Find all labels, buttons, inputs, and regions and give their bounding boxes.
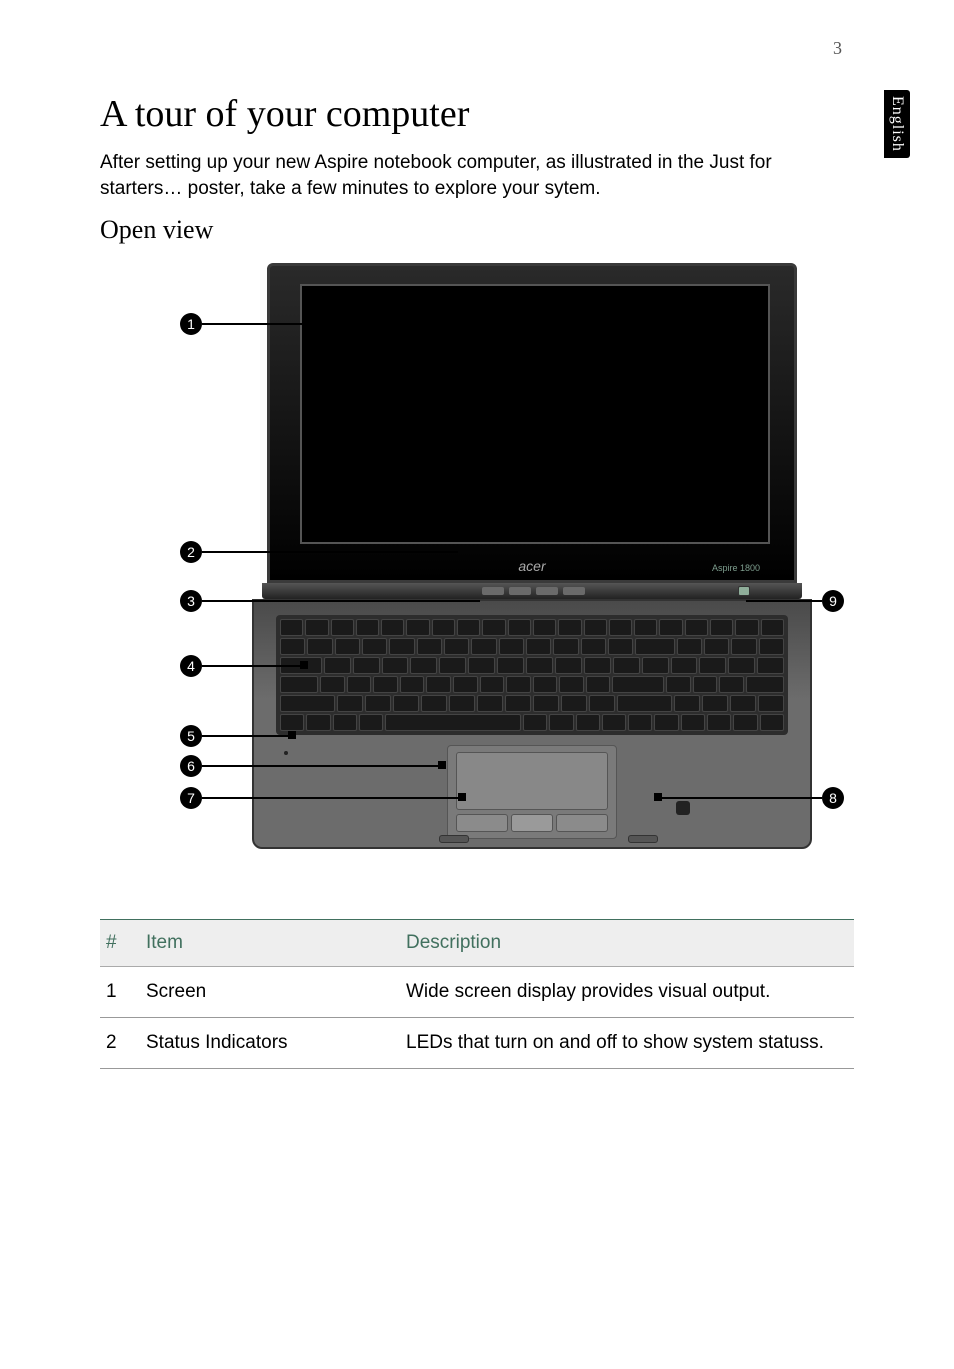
col-header-num: #: [100, 920, 140, 967]
laptop-illustration: acer Aspire 1800: [252, 263, 812, 849]
laptop-diagram: 1 2 3 4 5 6 7 9 8 acer Aspire 1800: [102, 263, 852, 863]
laptop-lid: acer Aspire 1800: [267, 263, 797, 583]
touchpad-zone: [447, 745, 617, 839]
screen-logo: acer: [518, 558, 545, 574]
latch-left: [439, 835, 469, 843]
keyboard: [276, 615, 788, 735]
callout-7: 7: [180, 787, 202, 809]
cell-desc: Wide screen display provides visual outp…: [400, 967, 854, 1018]
col-header-item: Item: [140, 920, 400, 967]
page-number: 3: [833, 38, 842, 59]
touchpad-right-button: [556, 814, 608, 832]
status-leds: [482, 587, 585, 595]
touchpad-scroll-button: [511, 814, 553, 832]
cell-num: 2: [100, 1018, 140, 1069]
callout-9: 9: [822, 590, 844, 612]
power-button-icon: [738, 586, 750, 596]
cell-desc: LEDs that turn on and off to show system…: [400, 1018, 854, 1069]
lead-3: [202, 600, 480, 602]
table-row: 1 Screen Wide screen display provides vi…: [100, 967, 854, 1018]
laptop-hinge: [262, 583, 802, 599]
laptop-screen: [300, 284, 770, 544]
fingerprint-reader-icon: [676, 801, 690, 815]
intro-paragraph: After setting up your new Aspire noteboo…: [100, 150, 854, 201]
marker-4: [300, 661, 308, 669]
lead-4: [202, 665, 302, 667]
page-title: A tour of your computer: [100, 92, 854, 136]
cell-item: Screen: [140, 967, 400, 1018]
table-row: 2 Status Indicators LEDs that turn on an…: [100, 1018, 854, 1069]
page-container: { "page_number": "3", "side_tab": "Engli…: [0, 0, 954, 1369]
table-header-row: # Item Description: [100, 920, 854, 967]
lead-7: [202, 797, 460, 799]
callout-4: 4: [180, 655, 202, 677]
touchpad-left-button: [456, 814, 508, 832]
lead-2: [202, 551, 458, 553]
callout-8: 8: [822, 787, 844, 809]
callout-1: 1: [180, 313, 202, 335]
lead-1: [202, 323, 324, 325]
callout-5: 5: [180, 725, 202, 747]
lead-9: [746, 600, 822, 602]
speaker-left-icon: [284, 751, 288, 755]
callout-6: 6: [180, 755, 202, 777]
screen-model-label: Aspire 1800: [712, 563, 760, 573]
marker-6: [438, 761, 446, 769]
cell-num: 1: [100, 967, 140, 1018]
lead-5: [202, 735, 292, 737]
callout-2: 2: [180, 541, 202, 563]
col-header-desc: Description: [400, 920, 854, 967]
touchpad: [456, 752, 608, 810]
lead-8: [662, 797, 822, 799]
cell-item: Status Indicators: [140, 1018, 400, 1069]
marker-5: [288, 731, 296, 739]
marker-8: [654, 793, 662, 801]
section-heading: Open view: [100, 215, 854, 245]
items-table: # Item Description 1 Screen Wide screen …: [100, 919, 854, 1069]
touchpad-buttons: [456, 814, 608, 832]
marker-1: [322, 319, 330, 327]
marker-7: [458, 793, 466, 801]
lead-6: [202, 765, 440, 767]
language-tab: English: [884, 90, 910, 158]
callout-3: 3: [180, 590, 202, 612]
laptop-deck: [252, 599, 812, 849]
latch-right: [628, 835, 658, 843]
